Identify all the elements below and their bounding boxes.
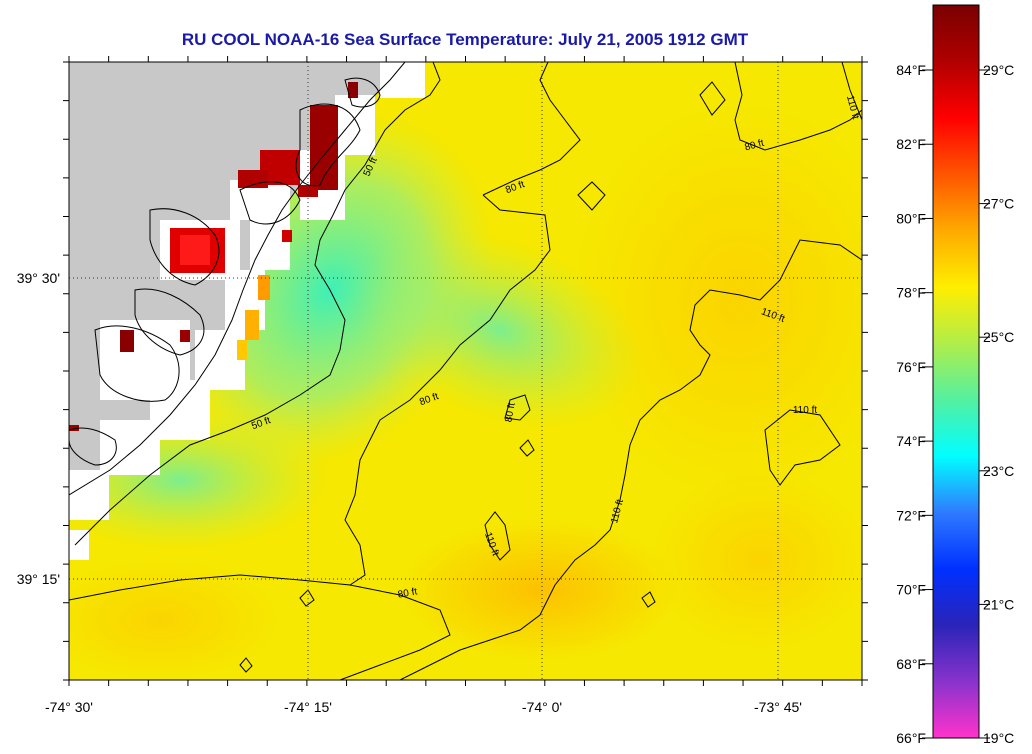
map-area	[69, 62, 862, 680]
contour-label: 80 ft	[503, 402, 517, 423]
celsius-label: 25°C	[983, 329, 1014, 345]
contour-110ft-loop-east	[764, 409, 841, 486]
warm-coastal-pixels	[237, 275, 270, 360]
latitude-labels: 39° 30' 39° 15'	[17, 270, 60, 587]
longitude-label: -74° 15'	[284, 699, 332, 715]
latitude-label: 39° 15'	[17, 571, 60, 587]
celsius-label: 21°C	[983, 596, 1014, 612]
fahrenheit-label: 68°F	[896, 656, 926, 672]
contour-label: 80 ft	[744, 138, 766, 154]
estuary-outlines	[69, 62, 406, 496]
contour-label: 110 ft	[793, 405, 817, 416]
cloud-mask	[69, 62, 425, 560]
warm-patch-southwest	[69, 560, 280, 680]
contour-80ft-loop	[504, 394, 531, 421]
celsius-label: 19°C	[983, 730, 1014, 746]
contour-80ft-west	[344, 194, 551, 586]
contour-80ft-northeast	[734, 62, 862, 151]
fahrenheit-label: 72°F	[896, 507, 926, 523]
longitude-label: -74° 0'	[522, 699, 562, 715]
contour-80ft-main	[482, 62, 581, 196]
contour-110ft-loop-south	[484, 511, 511, 561]
warm-patch-south	[400, 520, 680, 660]
latitude-label: 39° 30'	[17, 270, 60, 286]
fahrenheit-label: 74°F	[896, 433, 926, 449]
contour-small-loop-1	[699, 81, 726, 116]
contour-50ft-south	[69, 574, 451, 680]
fahrenheit-label: 70°F	[896, 582, 926, 598]
contour-110ft-main	[399, 239, 862, 680]
colorbar-celsius-labels: 29°C 27°C 25°C 23°C 21°C 19°C	[983, 62, 1014, 746]
fahrenheit-label: 82°F	[896, 136, 926, 152]
frame-ticks	[63, 56, 868, 686]
contour-small-loop-4	[641, 591, 656, 608]
cool-offshore-tongue	[355, 231, 645, 429]
fahrenheit-label: 78°F	[896, 285, 926, 301]
contour-lines	[69, 62, 862, 680]
longitude-labels: -74° 30' -74° 15' -74° 0' -73° 45'	[45, 699, 802, 715]
contour-label: 80 ft	[397, 586, 418, 600]
longitude-label: -73° 45'	[754, 699, 802, 715]
colorbar-fahrenheit-labels: 84°F 82°F 80°F 78°F 76°F 74°F 72°F 70°F 68°F 66°F	[896, 62, 926, 746]
celsius-label: 27°C	[983, 196, 1014, 212]
grid-lines	[69, 62, 862, 680]
contour-110ft-northeast	[841, 62, 862, 121]
fahrenheit-label: 76°F	[896, 359, 926, 375]
contour-small-loop-2	[577, 181, 606, 211]
contour-small-loop-5	[299, 589, 315, 607]
colorbar: 84°F 82°F 80°F 78°F 76°F 74°F 72°F 70°F 68°F 66°F…	[896, 4, 1014, 746]
map-title: RU COOL NOAA-16 Sea Surface Temperature:…	[181, 30, 749, 49]
celsius-label: 23°C	[983, 463, 1014, 479]
contour-50ft-north	[74, 62, 441, 546]
fahrenheit-label: 84°F	[896, 62, 926, 78]
colorbar-ticks	[922, 69, 990, 739]
warm-patch-southeast	[650, 470, 862, 650]
fahrenheit-label: 66°F	[896, 730, 926, 746]
colorbar-gradient	[932, 4, 980, 739]
celsius-label: 29°C	[983, 62, 1014, 78]
contour-small-loop-3	[519, 439, 535, 457]
contour-small-loop-6	[239, 657, 253, 673]
longitude-label: -74° 30'	[45, 699, 93, 715]
warm-patch-east	[570, 100, 862, 500]
fahrenheit-label: 80°F	[896, 210, 926, 226]
